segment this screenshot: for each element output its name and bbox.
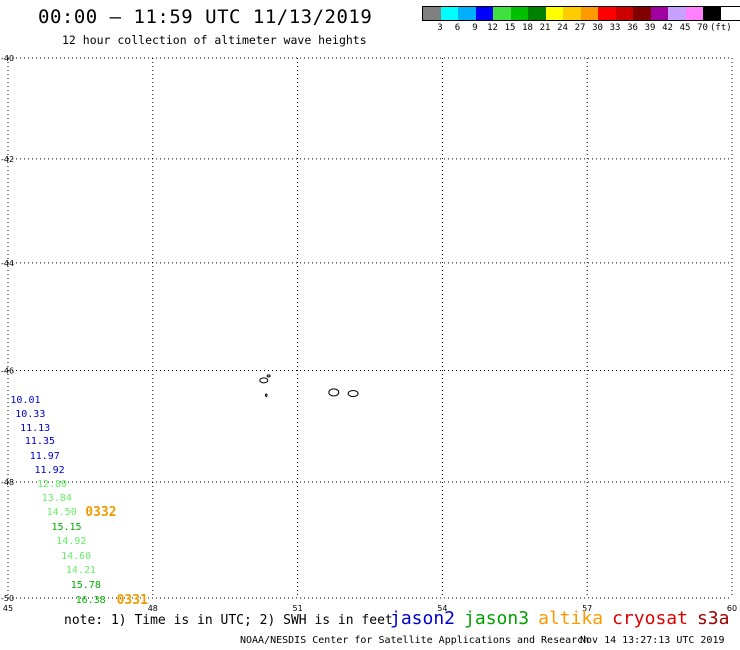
- swh-reading: 10.33: [15, 408, 46, 420]
- colorbar-swatch: [633, 7, 651, 20]
- colorbar-swatch: [510, 7, 528, 20]
- swh-reading: 11.92: [34, 464, 65, 476]
- colorbar-swatch: [703, 7, 721, 20]
- lon-tick-label: 60: [727, 604, 737, 613]
- legend-item-cryosat: cryosat: [612, 608, 688, 629]
- swh-reading: 11.35: [24, 436, 55, 448]
- colorbar-swatch: [545, 7, 563, 20]
- colorbar-swatch: [493, 7, 511, 20]
- colorbar-swatch: [458, 7, 476, 20]
- swh-reading: 11.13: [20, 422, 51, 434]
- colorbar-swatch: [475, 7, 493, 20]
- swh-reading: 14.50: [46, 507, 77, 519]
- map-grid: [7, 57, 733, 599]
- colorbar-swatch: [580, 7, 598, 20]
- colorbar-label: 30: [592, 23, 603, 33]
- swh-reading: 15.15: [51, 521, 82, 533]
- colorbar-swatch: [668, 7, 686, 20]
- legend-item-altika: altika: [538, 608, 604, 629]
- colorbar-swatch: [685, 7, 703, 20]
- island-outline: [259, 377, 269, 384]
- pass-time-label: 0331: [116, 592, 148, 608]
- legend-item-jason3: jason3: [464, 608, 530, 629]
- colorbar-swatch: [423, 7, 441, 20]
- colorbar-label: 45: [679, 23, 691, 33]
- colorbar-label: 3: [437, 23, 443, 33]
- colorbar-swatch: [528, 7, 546, 20]
- lon-tick-label: 57: [582, 604, 592, 613]
- colorbar-label: 24: [557, 23, 568, 33]
- colorbar-labels: 3 6 9 12 15 18 21 24 27 30 33 36 39 42 45 70 (ft): [422, 21, 740, 33]
- swh-reading: 14.21: [65, 565, 97, 577]
- lat-tick-label: -44: [1, 259, 14, 268]
- colorbar-label: 33: [609, 23, 621, 33]
- lon-tick-label: 48: [148, 604, 158, 613]
- swh-reading: 13.84: [41, 493, 72, 505]
- swh-reading: 14.60: [61, 550, 92, 562]
- colorbar-label: 6: [454, 23, 461, 33]
- island-outline: [328, 388, 340, 397]
- colorbar-swatch: [563, 7, 581, 20]
- legend-item-s3a: s3a: [696, 608, 730, 629]
- colorbar-label: 12: [487, 23, 498, 33]
- credit-line: NOAA/NESDIS Center for Satellite Applica…: [240, 635, 590, 646]
- colorbar-label: 21: [539, 23, 551, 33]
- colorbar-swatch: [598, 7, 616, 20]
- lon-tick-label: 51: [293, 604, 303, 613]
- footer-note: note: 1) Time is in UTC; 2) SWH is in fe…: [64, 613, 393, 628]
- colorbar-swatch: [615, 7, 633, 20]
- lat-tick-label: -48: [1, 478, 14, 487]
- colorbar-label: 9: [472, 23, 478, 33]
- swh-reading: 14.92: [56, 536, 87, 548]
- swh-reading: 10.01: [10, 394, 41, 406]
- page-title: 00:00 — 11:59 UTC 11/13/2019: [38, 6, 373, 28]
- colorbar-label: 18: [522, 23, 533, 33]
- colorbar-label: 36: [627, 23, 638, 33]
- colorbar-label: 27: [574, 23, 586, 33]
- lat-tick-label: -42: [1, 155, 14, 164]
- colorbar-label: 70: [697, 23, 708, 33]
- lon-tick-label: 45: [3, 604, 13, 613]
- island-outline: [264, 393, 268, 397]
- islands: [259, 374, 359, 398]
- lon-tick-label: 54: [437, 604, 447, 613]
- pass-time-label: 0332: [85, 505, 117, 521]
- swh-reading: 16.38: [75, 594, 106, 606]
- swh-reading: 12.80: [36, 478, 68, 490]
- colorbar-unit: (ft): [710, 23, 732, 33]
- generated-timestamp: Nov 14 13:27:13 UTC 2019: [580, 635, 725, 646]
- swh-reading: 15.78: [70, 580, 101, 592]
- lat-tick-label: -46: [1, 366, 14, 375]
- lat-tick-label: -40: [1, 54, 14, 63]
- swh-reading: 11.97: [29, 450, 60, 462]
- colorbar-label: 42: [662, 23, 673, 33]
- colorbar-label: 15: [504, 23, 516, 33]
- island-outline: [266, 374, 271, 378]
- colorbar: 3 6 9 12 15 18 21 24 27 30 33 36 39 42 45 70 (ft): [422, 6, 740, 33]
- lat-tick-label: -50: [1, 594, 14, 603]
- colorbar-swatch: [650, 7, 668, 20]
- colorbar-swatch: [440, 7, 458, 20]
- legend-item-jason2: jason2: [390, 608, 456, 629]
- colorbar-swatches: [422, 6, 740, 21]
- island-outline: [347, 390, 359, 398]
- colorbar-label: 39: [644, 23, 656, 33]
- satellite-legend: jason2 jason3 altika cryosat s3a: [390, 608, 738, 629]
- page-subtitle: 12 hour collection of altimeter wave hei…: [62, 33, 367, 47]
